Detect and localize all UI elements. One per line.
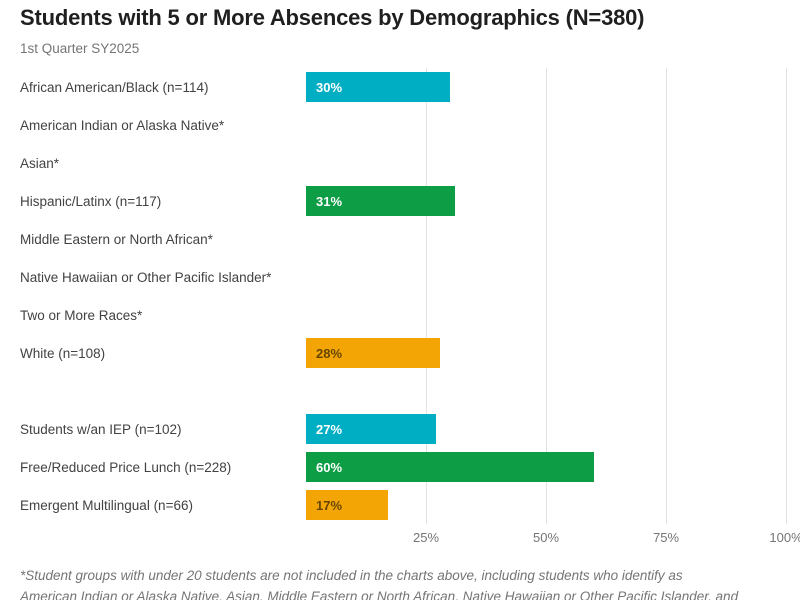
category-label: Free/Reduced Price Lunch (n=228)	[20, 459, 232, 475]
row-plot-area: 17%	[306, 486, 786, 524]
x-axis: 25% 50% 75% 100%	[306, 524, 800, 548]
chart-row: Asian*	[20, 144, 786, 182]
x-axis-tick-label: 75%	[652, 530, 680, 545]
footnote-line-2: American Indian or Alaska Native, Asian,…	[20, 589, 739, 600]
gridline-group	[306, 68, 787, 524]
gridline	[546, 68, 547, 524]
category-label: Middle Eastern or North African*	[20, 231, 213, 247]
row-plot-area: 28%	[306, 334, 786, 372]
gridline	[426, 68, 427, 524]
row-plot-area	[306, 258, 786, 296]
category-label: White (n=108)	[20, 345, 106, 361]
row-plot-area: 27%	[306, 410, 786, 448]
category-label: Hispanic/Latinx (n=117)	[20, 193, 162, 209]
chart-row: African American/Black (n=114) 30%	[20, 68, 786, 106]
x-axis-tick-label: 100%	[769, 530, 800, 545]
gridline	[786, 68, 787, 524]
chart-row: Free/Reduced Price Lunch (n=228) 60%	[20, 448, 786, 486]
bar-value-label: 60%	[316, 459, 343, 475]
chart-row: Native Hawaiian or Other Pacific Islande…	[20, 258, 786, 296]
chart-row: Emergent Multilingual (n=66) 17%	[20, 486, 786, 524]
x-axis-tick-label: 25%	[412, 530, 440, 545]
category-label: African American/Black (n=114)	[20, 79, 209, 95]
chart-row: Hispanic/Latinx (n=117) 31%	[20, 182, 786, 220]
bar-value-label: 30%	[316, 79, 343, 95]
bar[interactable]: 31%	[306, 186, 455, 216]
chart-row: Two or More Races*	[20, 296, 786, 334]
row-plot-area	[306, 144, 786, 182]
category-label: Native Hawaiian or Other Pacific Islande…	[20, 269, 272, 285]
bar[interactable]: 60%	[306, 452, 594, 482]
row-plot-area	[306, 106, 786, 144]
row-plot-area: 30%	[306, 68, 786, 106]
category-label: Asian*	[20, 155, 60, 171]
chart-title: Students with 5 or More Absences by Demo…	[20, 5, 645, 30]
chart-row-spacer	[20, 372, 786, 410]
bar-value-label: 28%	[316, 345, 343, 361]
category-label: American Indian or Alaska Native*	[20, 117, 225, 133]
category-label: Two or More Races*	[20, 307, 143, 323]
gridline	[666, 68, 667, 524]
chart-subtitle: 1st Quarter SY2025	[20, 41, 140, 56]
row-plot-area	[306, 296, 786, 334]
bar[interactable]: 28%	[306, 338, 441, 368]
chart-row: Students w/an IEP (n=102) 27%	[20, 410, 786, 448]
bar-value-label: 17%	[316, 497, 343, 513]
chart-row: American Indian or Alaska Native*	[20, 106, 786, 144]
chart-row: White (n=108) 28%	[20, 334, 786, 372]
footnote: *Student groups with under 20 students a…	[20, 565, 782, 600]
bar[interactable]: 27%	[306, 414, 436, 444]
row-plot-area	[306, 220, 786, 258]
bar-value-label: 27%	[316, 421, 343, 437]
row-plot-area	[306, 372, 786, 410]
x-axis-tick-label: 50%	[532, 530, 560, 545]
bar[interactable]: 30%	[306, 72, 450, 102]
bar-value-label: 31%	[316, 193, 343, 209]
footnote-line-1: *Student groups with under 20 students a…	[20, 568, 683, 583]
bar[interactable]: 17%	[306, 490, 388, 520]
category-label: Emergent Multilingual (n=66)	[20, 497, 193, 513]
category-label: Students w/an IEP (n=102)	[20, 421, 182, 437]
row-plot-area: 60%	[306, 448, 786, 486]
bar-chart: African American/Black (n=114) 30% America…	[20, 68, 787, 524]
chart-rows: African American/Black (n=114) 30% America…	[20, 68, 786, 524]
row-plot-area: 31%	[306, 182, 786, 220]
chart-row: Middle Eastern or North African*	[20, 220, 786, 258]
